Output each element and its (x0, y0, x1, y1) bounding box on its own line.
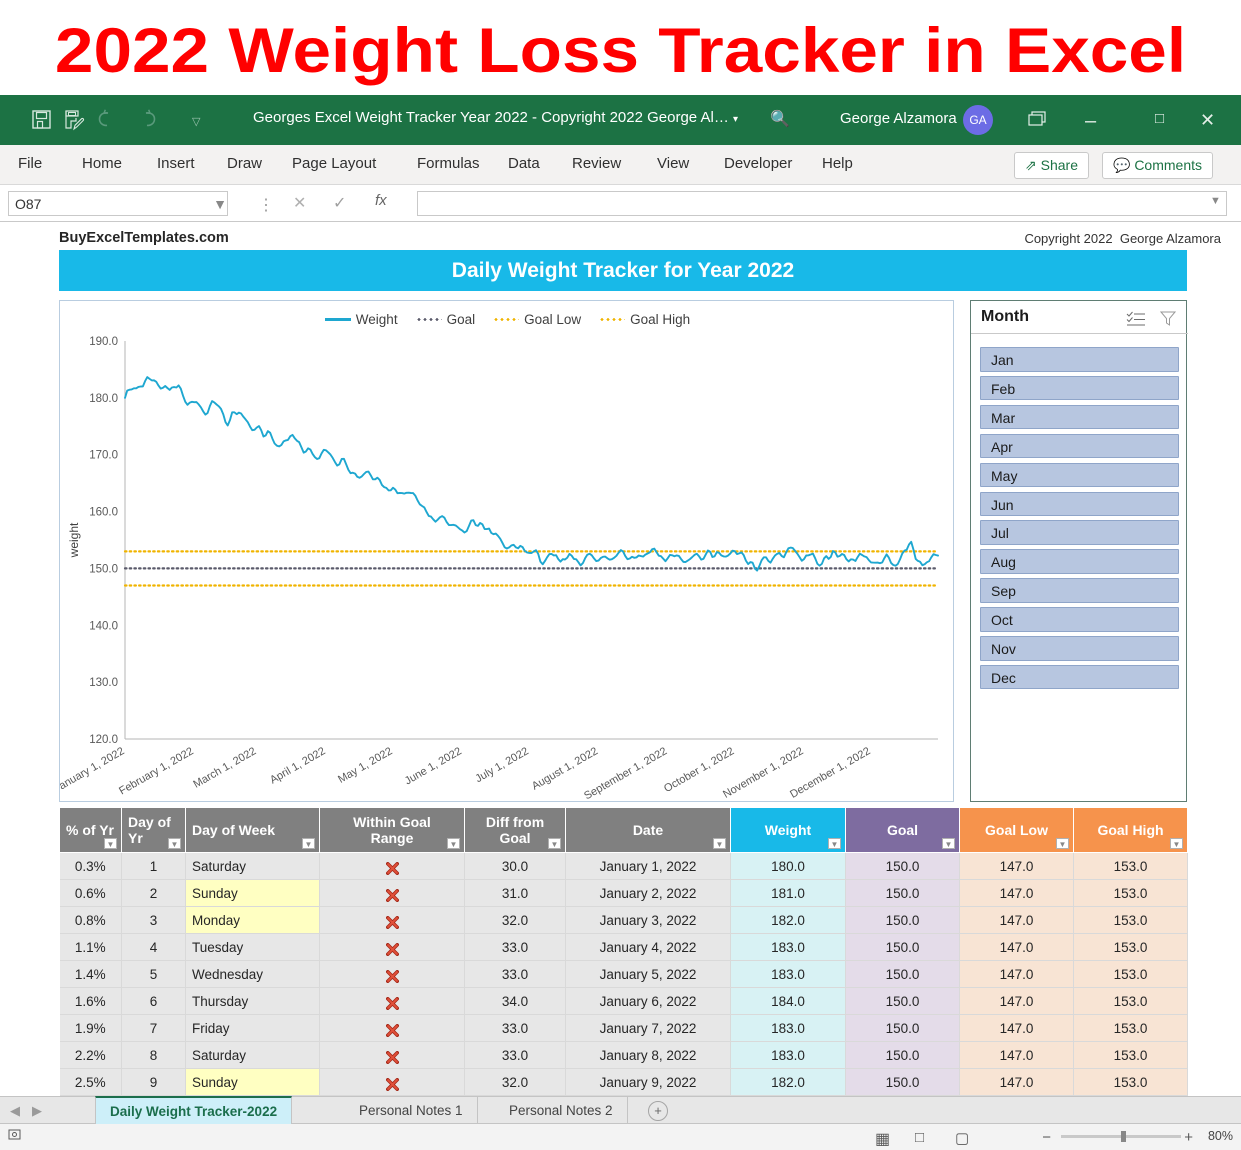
svg-text:August 1, 2022: August 1, 2022 (530, 745, 600, 792)
svg-text:April 1, 2022: April 1, 2022 (268, 745, 327, 786)
svg-text:170.0: 170.0 (89, 450, 118, 462)
svg-text:June 1, 2022: June 1, 2022 (403, 745, 464, 787)
svg-text:150.0: 150.0 (89, 563, 118, 575)
svg-text:160.0: 160.0 (89, 507, 118, 519)
svg-text:180.0: 180.0 (89, 393, 118, 405)
svg-text:190.0: 190.0 (89, 336, 118, 348)
svg-text:February 1, 2022: February 1, 2022 (117, 745, 196, 797)
svg-text:weight: weight (67, 522, 81, 558)
svg-text:July 1, 2022: July 1, 2022 (473, 745, 530, 785)
svg-text:120.0: 120.0 (89, 734, 118, 746)
svg-text:May 1, 2022: May 1, 2022 (336, 745, 394, 786)
svg-text:130.0: 130.0 (89, 677, 118, 689)
svg-text:March 1, 2022: March 1, 2022 (191, 745, 258, 791)
svg-text:140.0: 140.0 (89, 620, 118, 632)
